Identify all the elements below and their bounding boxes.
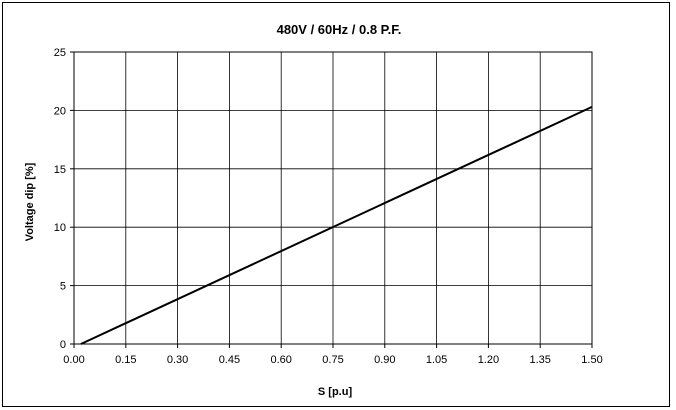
x-tick-label: 0.75 (322, 354, 343, 366)
chart-title: 480V / 60Hz / 0.8 P.F. (277, 22, 402, 37)
x-tick-label: 0.90 (374, 354, 395, 366)
x-tick-label: 0.30 (167, 354, 188, 366)
x-axis-title: S [p.u] (318, 386, 353, 398)
x-tick-label: 1.50 (581, 354, 602, 366)
y-tick-labels: 0 5 10 15 20 25 (54, 47, 66, 351)
grid (70, 51, 593, 348)
x-tick-label: 1.20 (478, 354, 499, 366)
series-layer (80, 105, 593, 345)
plot-area (73, 51, 593, 345)
x-tick-label: 1.35 (529, 354, 550, 366)
series-line (80, 105, 593, 345)
x-tick-label: 0.00 (63, 354, 84, 366)
y-tick-label: 15 (54, 164, 66, 176)
x-tick-labels: 0.00 0.15 0.30 0.45 0.60 0.75 0.90 1.05 1.20 1.35… (63, 354, 602, 366)
x-tick-label: 0.15 (115, 354, 136, 366)
x-tick-label: 0.45 (219, 354, 240, 366)
y-tick-label: 20 (54, 105, 66, 117)
x-tick-label: 0.60 (270, 354, 291, 366)
y-axis-title: Voltage dip [%] (24, 162, 36, 241)
x-tick-label: 1.05 (426, 354, 447, 366)
y-tick-label: 10 (54, 222, 66, 234)
y-tick-label: 0 (60, 339, 66, 351)
y-tick-label: 5 (60, 281, 66, 293)
chart-frame: 480V / 60Hz / 0.8 P.F. 0 5 10 15 20 25 0.00 0.… (2, 2, 670, 407)
y-tick-label: 25 (54, 47, 66, 59)
